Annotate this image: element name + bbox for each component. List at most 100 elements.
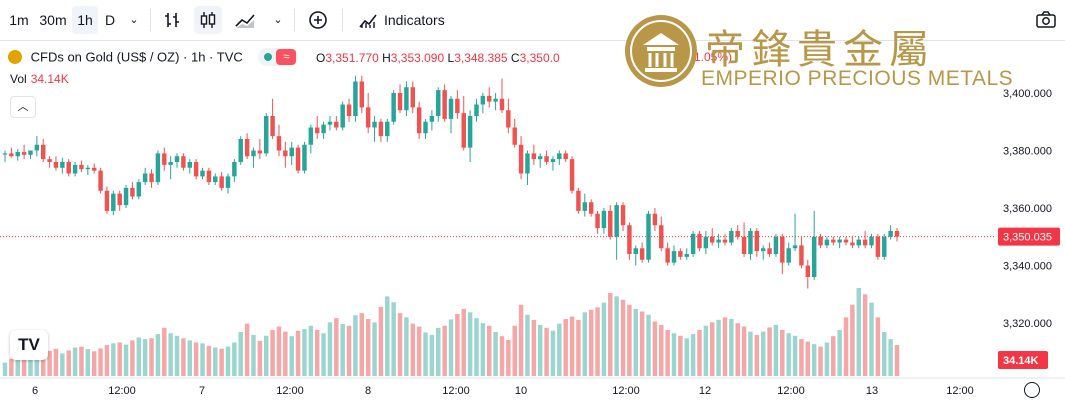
volume-bar bbox=[410, 323, 416, 376]
volume-bar bbox=[193, 342, 199, 376]
candle-body bbox=[862, 239, 868, 246]
candle-body bbox=[34, 144, 40, 151]
candle-body bbox=[404, 87, 409, 111]
candle-body bbox=[569, 159, 575, 191]
low-value: 3,348.385 bbox=[454, 50, 508, 65]
area-chart-icon[interactable] bbox=[230, 6, 266, 34]
candles bbox=[2, 75, 900, 289]
bars-chart-icon[interactable] bbox=[158, 6, 186, 34]
candle-body bbox=[722, 239, 728, 243]
volume-bar bbox=[98, 348, 103, 376]
volume-bar bbox=[550, 330, 556, 376]
volume-bar bbox=[168, 333, 173, 376]
candle-body bbox=[15, 151, 20, 157]
candle-body bbox=[678, 251, 683, 257]
candle-body bbox=[620, 205, 626, 226]
candle-body bbox=[130, 187, 135, 197]
time-tick-label: 12:00 bbox=[612, 385, 640, 397]
volume-bar bbox=[219, 348, 224, 376]
candle-body bbox=[506, 110, 511, 128]
candle-body bbox=[894, 231, 900, 237]
volume-bar bbox=[639, 311, 645, 376]
candle-body bbox=[416, 107, 422, 134]
volume-bar bbox=[91, 351, 97, 376]
time-tick-label: 6 bbox=[32, 385, 38, 397]
interval-d-button[interactable]: D bbox=[104, 12, 116, 28]
volume-bar bbox=[2, 362, 8, 376]
candle-body bbox=[340, 104, 345, 128]
volume-bar bbox=[314, 329, 320, 376]
volume-bar bbox=[346, 325, 352, 376]
volume-bar bbox=[843, 317, 849, 376]
chevron-down-icon[interactable]: ⌄ bbox=[273, 14, 283, 26]
candle-body bbox=[659, 225, 664, 249]
candle-body bbox=[671, 251, 677, 263]
volume-bar bbox=[671, 333, 677, 376]
volume-bar bbox=[308, 325, 314, 376]
volume-bar bbox=[824, 342, 830, 376]
candle-body bbox=[748, 231, 753, 254]
candles-chart-icon[interactable] bbox=[194, 6, 222, 34]
time-tick-label: 12 bbox=[699, 385, 711, 397]
volume-bar bbox=[818, 346, 823, 376]
camera-icon[interactable] bbox=[1032, 6, 1060, 34]
compare-add-icon[interactable] bbox=[304, 6, 332, 34]
volume-bar bbox=[690, 334, 696, 376]
volume-bar bbox=[340, 324, 345, 376]
candle-body bbox=[633, 248, 639, 254]
candle-body bbox=[831, 239, 836, 243]
candle-body bbox=[754, 231, 760, 252]
volume-bar bbox=[493, 332, 498, 376]
candle-body bbox=[314, 127, 320, 134]
settings-gear-icon[interactable] bbox=[1024, 382, 1040, 398]
volume-bar bbox=[397, 313, 403, 376]
volume-bar bbox=[436, 327, 441, 376]
market-status[interactable]: ≈ bbox=[258, 48, 299, 66]
volume-bar bbox=[518, 304, 524, 376]
volume-bar bbox=[786, 333, 791, 376]
interval-1h-button[interactable]: 1h bbox=[72, 6, 98, 34]
candle-body bbox=[582, 202, 588, 211]
interval-1m-button[interactable]: 1m bbox=[9, 12, 29, 28]
candle-body bbox=[378, 121, 384, 137]
volume-bar bbox=[257, 340, 263, 376]
chevron-down-icon[interactable]: ⌄ bbox=[129, 14, 139, 26]
candle-body bbox=[219, 176, 224, 188]
volume-bar bbox=[365, 319, 371, 376]
volume-bar bbox=[767, 327, 772, 376]
candle-body bbox=[276, 136, 282, 151]
volume-bar bbox=[588, 309, 594, 376]
volume-bar bbox=[461, 308, 466, 376]
volume-bar bbox=[811, 344, 817, 376]
tradingview-logo[interactable]: TV bbox=[10, 330, 48, 360]
volume-bar bbox=[47, 350, 52, 376]
interval-30m-button[interactable]: 30m bbox=[39, 12, 67, 28]
volume-bar bbox=[359, 313, 365, 376]
volume-bar bbox=[232, 342, 237, 376]
candle-body bbox=[263, 116, 269, 154]
indicators-icon[interactable] bbox=[354, 6, 382, 34]
volume-bar bbox=[391, 302, 396, 376]
candle-body bbox=[72, 164, 78, 174]
collapse-legend-button[interactable]: ︿ bbox=[10, 96, 36, 118]
volume-bar bbox=[295, 330, 301, 376]
candle-body bbox=[467, 116, 473, 148]
candle-body bbox=[703, 236, 709, 249]
candle-body bbox=[270, 116, 275, 137]
candle-body bbox=[302, 144, 307, 171]
volume-bar bbox=[181, 338, 186, 376]
candle-body bbox=[729, 231, 734, 243]
symbol-title[interactable]: CFDs on Gold (US$ / OZ) · 1h · TVC bbox=[30, 49, 243, 65]
indicators-button[interactable]: Indicators bbox=[384, 12, 445, 28]
candle-body bbox=[856, 239, 862, 246]
volume-bar bbox=[28, 355, 33, 376]
volume-bar bbox=[302, 329, 307, 376]
candle-body bbox=[213, 176, 218, 183]
volume-bar bbox=[869, 302, 874, 376]
candle-body bbox=[9, 153, 14, 157]
candle-body bbox=[888, 231, 893, 237]
candle-body bbox=[588, 202, 594, 214]
candle-body bbox=[537, 156, 543, 160]
candle-body bbox=[818, 236, 823, 246]
